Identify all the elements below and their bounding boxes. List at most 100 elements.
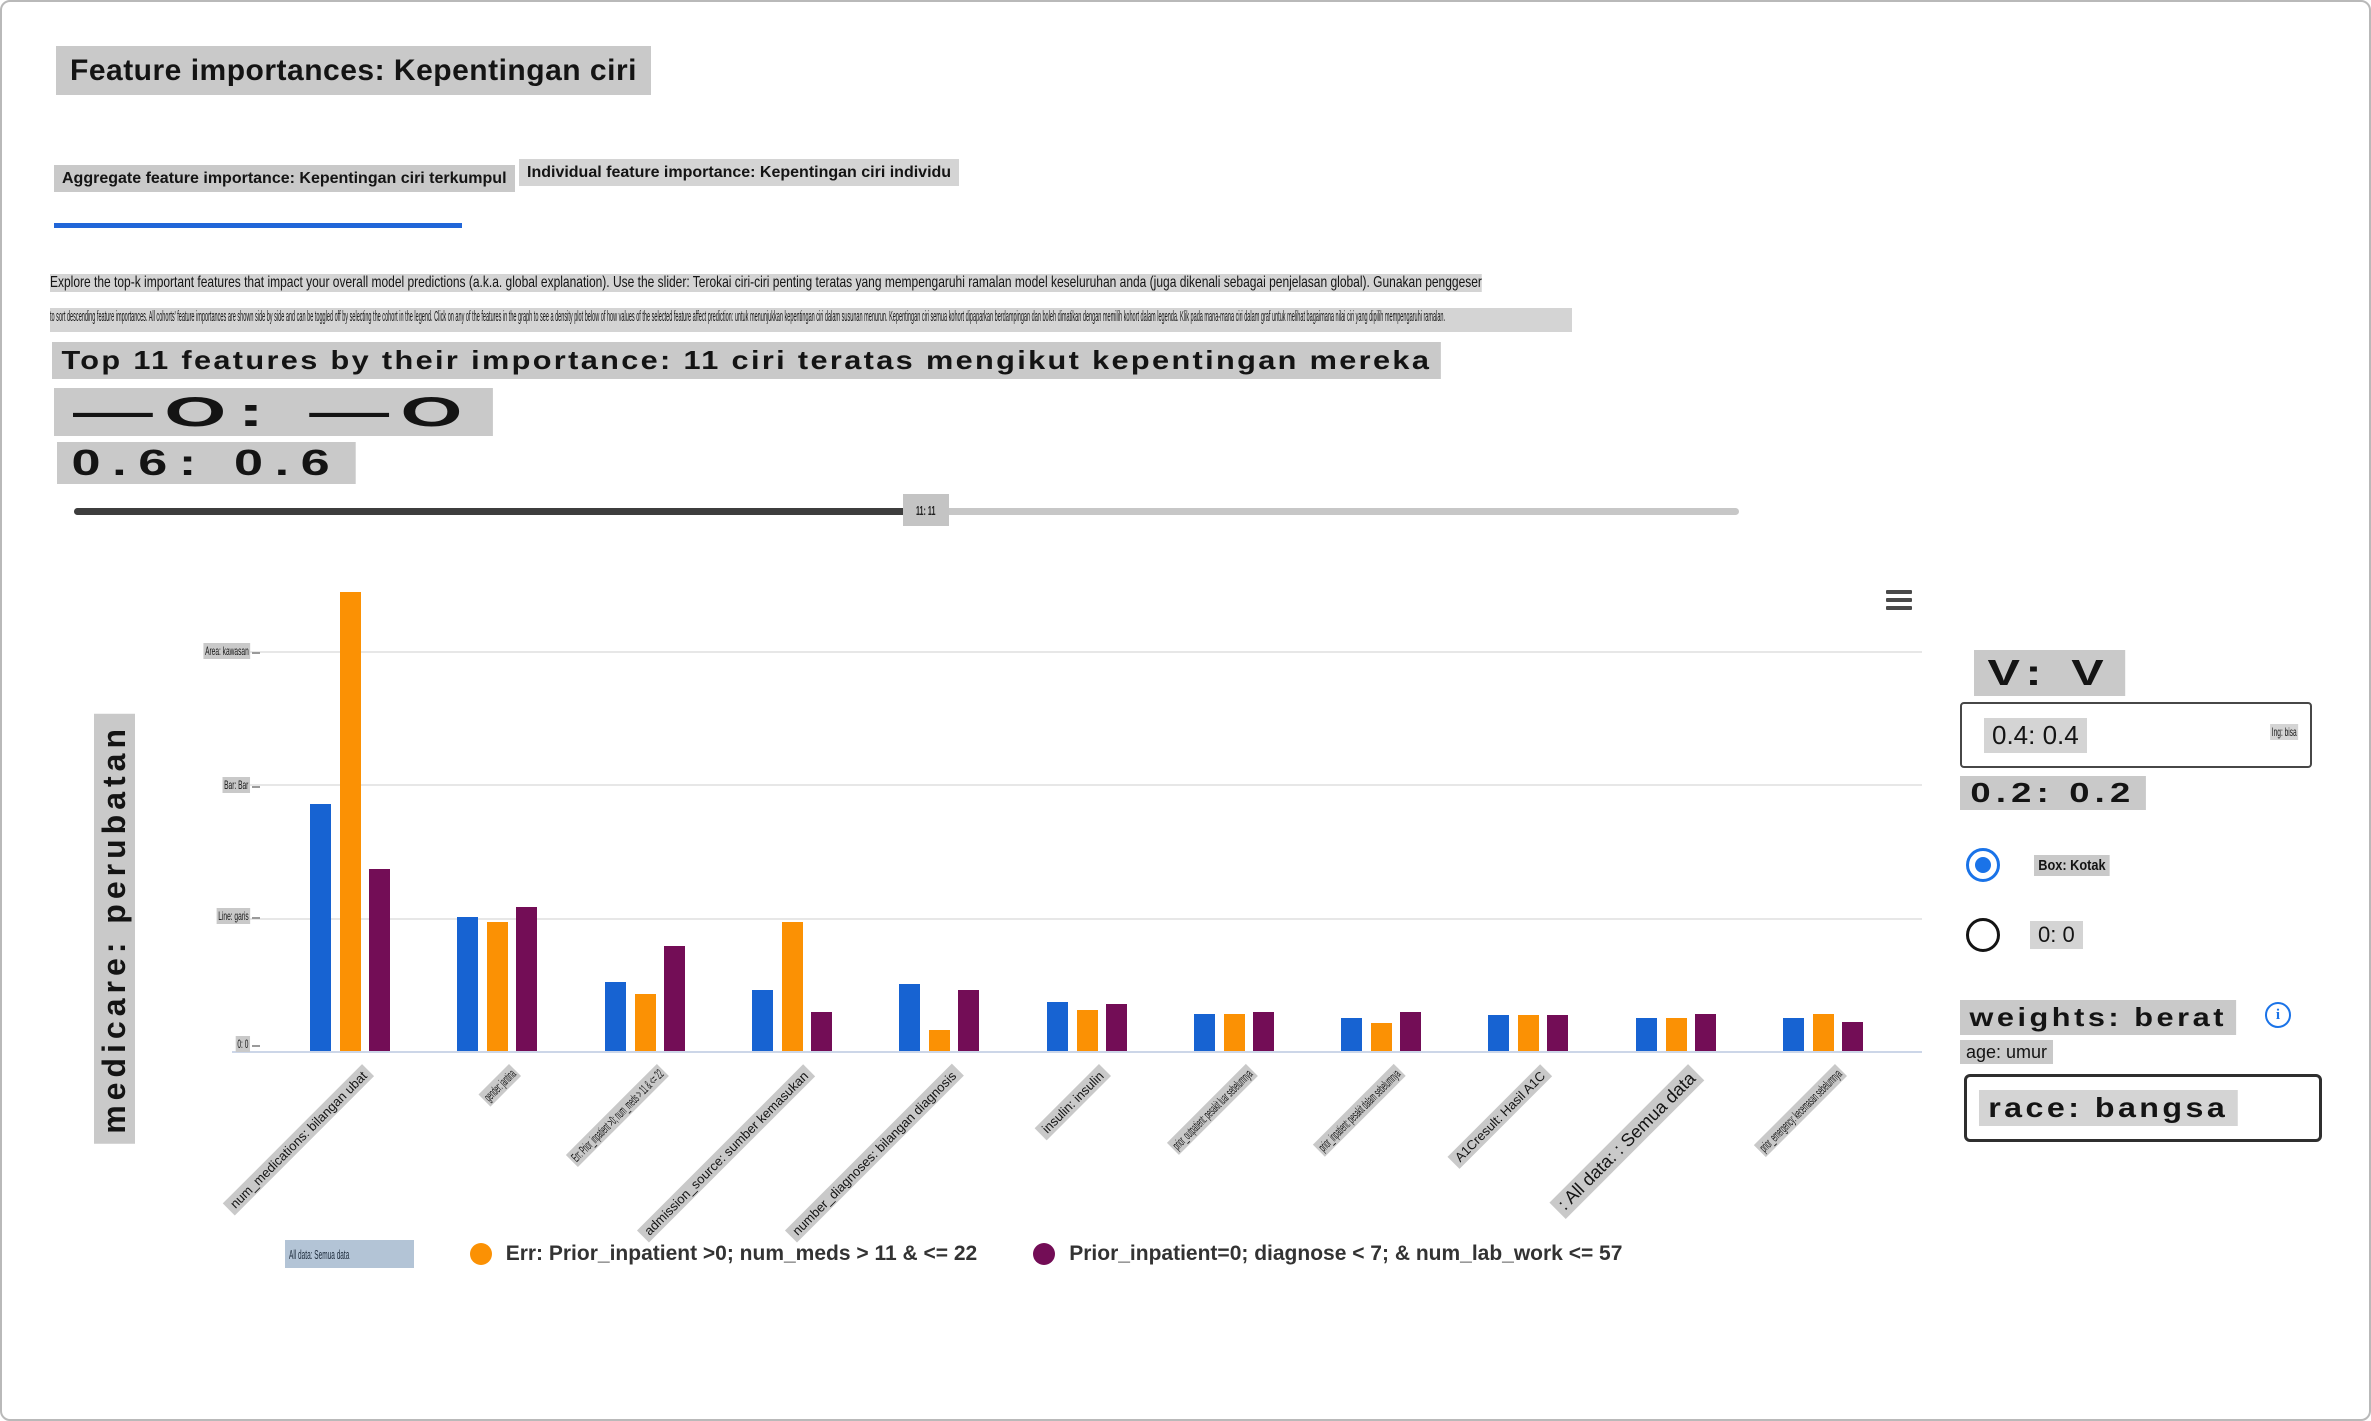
panel-header-row: V: V [1974,650,2126,696]
y-tick-mark [252,785,260,788]
legend-dot-icon [1033,1243,1056,1265]
topk-range-row: —O: —O [54,388,493,436]
bar[interactable] [752,990,773,1051]
tab-individual-label: Individual feature importance: Kepenting… [519,159,960,186]
bar[interactable] [1047,1002,1068,1051]
bar[interactable] [899,984,920,1051]
radio-unselected-icon[interactable] [1966,918,2000,952]
bar[interactable] [1371,1023,1392,1051]
bar[interactable] [310,804,331,1051]
bar[interactable] [1077,1010,1098,1051]
y-tick-mark [252,916,260,919]
y-tick-mark [252,652,260,655]
radio-selected-icon[interactable] [1966,848,2000,882]
weights-label: weights: berat [1960,1000,2237,1035]
weights-row: weights: berat [1960,1000,2237,1035]
bar[interactable] [1813,1014,1834,1051]
x-tick-label: prior_outpatient: pesakit luar sebelumny… [1166,1064,1258,1155]
radio-option-box[interactable]: Box: Kotak [1966,848,2123,882]
bar[interactable] [340,592,361,1051]
bar[interactable] [369,869,390,1051]
bar[interactable] [929,1030,950,1051]
bar[interactable] [457,917,478,1051]
chart-menu-icon[interactable] [1886,586,1912,614]
legend-label: All data: Semua data [289,1246,350,1262]
bar[interactable] [635,994,656,1051]
x-tick-label: insulin: insulin [1034,1064,1111,1141]
tab-aggregate-feature-importance[interactable]: Aggregate feature importance: Kepentinga… [54,165,515,192]
description-line-1: Explore the top-k important features tha… [50,274,1482,292]
bar[interactable] [1194,1014,1215,1051]
topk-range-label: —O: —O [54,388,493,436]
bar[interactable] [1400,1012,1421,1051]
legend-label: Prior_inpatient=0; diagnose < 7; & num_l… [1069,1242,1623,1265]
bar[interactable] [1224,1014,1245,1051]
legend-item[interactable]: Prior_inpatient=0; diagnose < 7; & num_l… [1033,1242,1622,1266]
bar[interactable] [1636,1018,1657,1051]
bar[interactable] [1106,1004,1127,1051]
description-line-2: to sort descending feature importances. … [50,308,1572,332]
radio-box-label: Box: Kotak [2034,854,2110,876]
x-tick-label: admission_source: sumber kemasukan [637,1064,816,1243]
slider-handle[interactable]: 11: 11 [903,494,949,526]
topk-value-row: 0.6: 0.6 [57,442,356,484]
y-axis-title[interactable]: medicare: perubatan [94,714,135,1149]
x-tick-label: A1Cresult: Hasil A1C [1447,1064,1553,1169]
radio-zero-label: 0: 0 [2030,921,2083,949]
subvalue-label: 0.2: 0.2 [1960,776,2146,810]
bar[interactable] [1695,1014,1716,1051]
legend-item[interactable]: All data: Semua data [285,1240,414,1268]
bar[interactable] [1488,1015,1509,1051]
bar[interactable] [811,1012,832,1051]
x-tick-label: prior_inpatient: pesakit dalam sebelumny… [1312,1064,1406,1157]
bar[interactable] [1341,1018,1362,1051]
legend-label: Err: Prior_inpatient >0; num_meds > 11 &… [505,1242,978,1265]
x-tick-label: : All data: : Semua data [1549,1064,1704,1219]
legend-dot-icon [469,1243,492,1265]
x-tick-label: number_diagnoses: bilangan diagnosis [784,1064,964,1243]
page-title-row: Feature importances: Kepentingan ciri [56,46,651,95]
chart-legend: All data: Semua data Err: Prior_inpatient… [285,1240,1622,1268]
legend-item[interactable]: Err: Prior_inpatient >0; num_meds > 11 &… [469,1242,978,1266]
age-row: age: umur [1960,1040,2054,1064]
age-label: age: umur [1960,1040,2054,1064]
active-tab-indicator [54,223,462,228]
bar[interactable] [1253,1012,1274,1051]
x-tick-label: num_medications: bilangan ubat [222,1064,375,1216]
x-axis-line [232,1051,1922,1053]
panel-header: V: V [1974,650,2126,696]
gridline [232,784,1922,786]
tab-individual-feature-importance[interactable]: Individual feature importance: Kepenting… [519,159,960,186]
topk-heading: Top 11 features by their importance: 11 … [52,342,1441,379]
bar[interactable] [516,907,537,1051]
bar[interactable] [1666,1018,1687,1051]
dropdown-hint: Ing: bisa [2269,724,2298,740]
bar[interactable] [1842,1022,1863,1051]
legend-item-all-data[interactable]: All data: Semua data [285,1240,414,1268]
x-tick-label: prior_emergency: kecemasan sebelumnya [1753,1064,1848,1158]
slider-handle-label: 11: 11 [916,502,936,518]
bar[interactable] [958,990,979,1051]
topk-value-label: 0.6: 0.6 [57,442,356,484]
y-tick-label: Area: kawasan [203,643,250,660]
slider-fill [74,508,907,515]
bar[interactable] [1547,1015,1568,1051]
x-tick-label: Err: Prior_inpatient >0; num_meds > 11 &… [565,1064,669,1167]
subvalue-row: 0.2: 0.2 [1960,776,2146,810]
dropdown-value: 0.4: 0.4 [1984,718,2087,753]
info-icon[interactable]: i [2265,1002,2291,1028]
bar[interactable] [1783,1018,1804,1051]
bar[interactable] [782,922,803,1051]
cohort-dropdown[interactable]: 0.4: 0.4 Ing: bisa [1960,702,2312,768]
bar[interactable] [664,946,685,1051]
bar[interactable] [1518,1015,1539,1051]
y-tick-mark [252,1044,260,1047]
bar[interactable] [605,982,626,1051]
page-title: Feature importances: Kepentingan ciri [56,46,651,95]
radio-option-zero[interactable]: 0: 0 [1966,918,2083,952]
race-dropdown[interactable]: race: bangsa [1964,1074,2322,1142]
y-tick-label: 0: 0 [235,1035,250,1052]
bar[interactable] [487,922,508,1051]
y-tick-label: Bar: Bar [222,776,250,793]
